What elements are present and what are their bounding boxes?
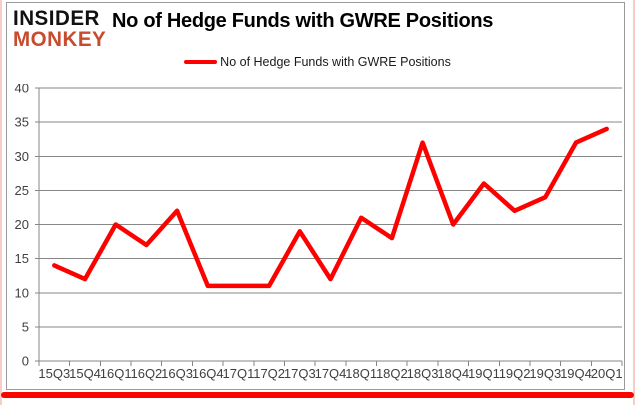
x-tick-label: 18Q3	[407, 366, 439, 381]
y-tick-label: 15	[15, 251, 29, 266]
x-tick-label: 19Q1	[468, 366, 500, 381]
x-tick-label: 16Q3	[161, 366, 193, 381]
chart-frame	[6, 2, 625, 390]
line-chart: 0 5 10 15 20 25 30 35 40 15Q315Q416Q116Q216Q316Q4…	[15, 84, 623, 381]
legend-line-marker	[184, 60, 218, 64]
x-tick-label: 17Q1	[223, 366, 255, 381]
y-tick-label: 30	[15, 149, 29, 164]
y-tick-label: 0	[22, 354, 29, 369]
y-tick-label: 10	[15, 285, 29, 300]
bottom-red-bar	[1, 392, 634, 398]
x-tick-label: 18Q4	[437, 366, 469, 381]
y-tick-label: 25	[15, 183, 29, 198]
window-edge-left	[0, 0, 2, 405]
y-tick-label: 20	[15, 217, 29, 232]
x-tick-label: 19Q4	[560, 366, 592, 381]
logo-insider-text: INSIDER	[13, 7, 100, 30]
x-tick-label: 15Q3	[38, 366, 70, 381]
y-tick-label: 5	[22, 319, 29, 334]
x-tick-label: 19Q2	[499, 366, 531, 381]
window-edge-right	[633, 0, 635, 405]
x-tick-label: 17Q2	[253, 366, 285, 381]
x-tick-label: 17Q4	[315, 366, 347, 381]
chart-title: No of Hedge Funds with GWRE Positions	[112, 10, 494, 32]
x-tick-label: 17Q3	[284, 366, 316, 381]
x-tick-label: 20Q1	[591, 366, 623, 381]
x-tick-label: 16Q4	[192, 366, 224, 381]
series-line	[52, 126, 609, 289]
x-tick-label: 19Q3	[529, 366, 561, 381]
legend-label: No of Hedge Funds with GWRE Positions	[220, 55, 451, 69]
y-tick-label: 40	[15, 84, 29, 96]
logo-monkey-text: MONKEY	[13, 28, 107, 51]
y-tick-label: 35	[15, 115, 29, 130]
x-tick-label: 16Q1	[100, 366, 132, 381]
x-tick-label: 16Q2	[130, 366, 162, 381]
insider-monkey-logo: INSIDER MONKEY	[13, 8, 108, 50]
x-tick-label: 15Q4	[69, 366, 101, 381]
legend: No of Hedge Funds with GWRE Positions	[0, 55, 635, 69]
x-tick-label: 18Q1	[345, 366, 377, 381]
x-tick-label: 18Q2	[376, 366, 408, 381]
